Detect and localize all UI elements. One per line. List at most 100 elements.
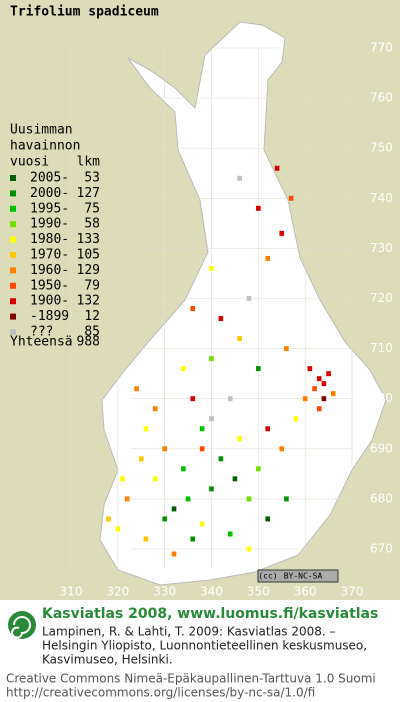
legend-swatch [10, 236, 16, 243]
cell [209, 416, 214, 422]
legend-label: ??? [30, 325, 53, 340]
y-tick-label: 770 [370, 41, 393, 55]
cell [284, 496, 289, 502]
x-tick-label: 350 [247, 585, 270, 599]
cell [321, 396, 327, 402]
cell [162, 446, 167, 452]
logo [8, 611, 36, 639]
legend-count: 127 [77, 186, 100, 201]
cell [199, 446, 205, 452]
brand: Kasviatlas 2008, www.luomus.fi/kasviatla… [42, 606, 378, 622]
cell [227, 396, 233, 402]
cell [246, 296, 252, 301]
legend-swatch [10, 205, 16, 212]
y-tick-label: 720 [370, 291, 393, 305]
y-tick-label: 750 [370, 141, 393, 155]
legend-label: 1995- [30, 201, 69, 216]
x-tick-label: 310 [60, 585, 83, 599]
cell [256, 466, 261, 472]
cells [106, 165, 336, 557]
y-tick-label: 760 [370, 91, 393, 105]
cell [312, 386, 317, 392]
cell [153, 476, 158, 482]
cell [279, 230, 285, 236]
legend-swatch [10, 175, 16, 181]
legend-label: 1960- [30, 263, 69, 278]
cell [274, 165, 280, 171]
x-tick-label: 320 [106, 585, 129, 599]
cell [171, 551, 177, 557]
cell [153, 406, 158, 412]
total-label: Yhteensä [10, 335, 73, 350]
cell [237, 175, 242, 181]
legend-swatch [10, 313, 16, 320]
cell [227, 531, 233, 537]
cell [256, 366, 261, 372]
citation: Kasvimuseo, Helsinki. [42, 653, 173, 667]
y-tick-label: 670 [370, 542, 393, 556]
y-tick-label: 680 [370, 491, 393, 505]
citation: Lampinen, R. & Lahti, T. 2009: Kasviatla… [42, 625, 336, 639]
cell [237, 336, 242, 342]
legend-heading: havainnon [10, 139, 80, 154]
legend-swatch [10, 252, 16, 258]
y-tick-label: 740 [370, 191, 393, 205]
legend-label: 2000- [30, 186, 69, 201]
cell [106, 516, 111, 522]
license: Creative Commons Nimeä-Epäkaupallinen-Ta… [6, 672, 376, 686]
legend-label: 1900- [30, 294, 69, 309]
legend-label: 2005- [30, 171, 69, 186]
cell [246, 496, 252, 502]
legend-count: 105 [77, 248, 100, 263]
cell [265, 255, 270, 261]
y-tick-label: 690 [370, 441, 393, 455]
cell [190, 536, 196, 542]
cell [237, 436, 242, 442]
finland-outline [99, 21, 387, 586]
legend-swatch [10, 190, 16, 197]
footer-bg [0, 600, 400, 702]
cell [288, 195, 294, 201]
cell [265, 426, 270, 432]
cell [209, 356, 214, 362]
cell [316, 376, 322, 382]
cell [134, 386, 139, 392]
legend-label: 1990- [30, 217, 69, 232]
cell [181, 466, 186, 472]
cell [218, 316, 224, 322]
y-tick-label: 710 [370, 341, 393, 355]
cell [307, 366, 313, 372]
total: 988 [77, 335, 100, 350]
cell [181, 366, 186, 372]
cell [185, 496, 191, 502]
cell [330, 391, 336, 397]
legend-count: 12 [84, 309, 100, 324]
legend-count: 132 [77, 294, 100, 309]
cell [209, 265, 214, 271]
legend-heading: vuosi [10, 155, 49, 170]
badge-license: BY-NC-SA [284, 572, 323, 581]
x-tick-label: 340 [200, 585, 223, 599]
legend-count: 85 [84, 325, 100, 340]
cell [171, 506, 177, 512]
legend-swatch [10, 267, 16, 274]
legend-count: 133 [77, 232, 100, 247]
legend-count: 53 [84, 171, 100, 186]
legend-swatch [10, 282, 16, 289]
legend-count: 79 [84, 278, 100, 293]
cell [326, 371, 331, 377]
cell [162, 516, 167, 522]
legend: 2005- 53 2000- 127 1995- 75 1990- 58 1980- 133 197… [10, 171, 100, 340]
title: Trifolium spadiceum [10, 5, 159, 20]
y-tick-label: 700 [370, 391, 393, 405]
cell [199, 426, 205, 432]
legend-swatch [10, 298, 16, 305]
cell [190, 306, 196, 312]
y-tick-label: 730 [370, 241, 393, 255]
cell [293, 416, 299, 422]
legend-heading: Uusimman [10, 123, 73, 138]
cell [232, 476, 238, 482]
cell [190, 396, 196, 402]
